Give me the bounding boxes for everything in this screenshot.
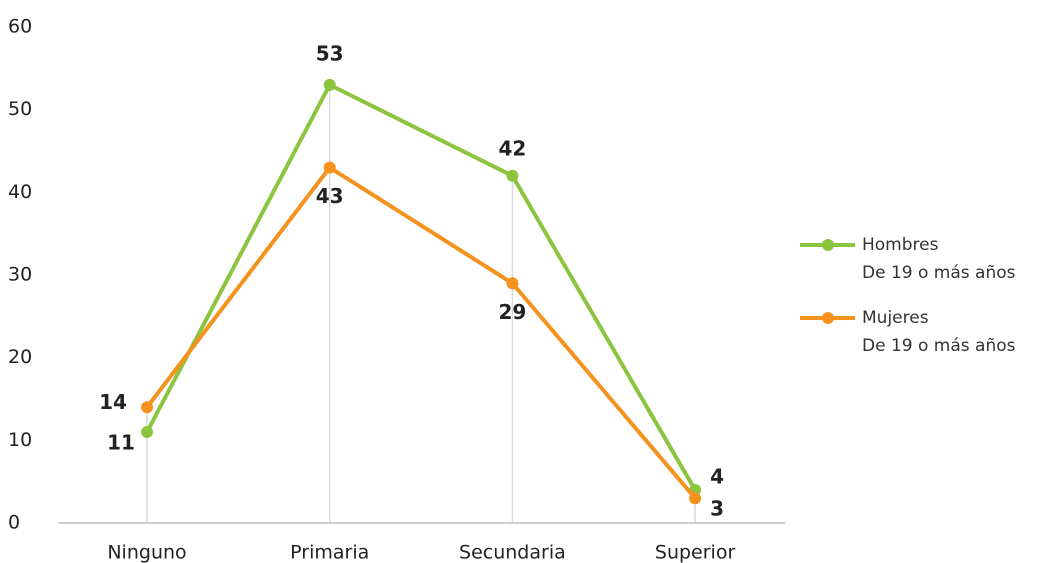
point [323,78,336,91]
legend-label-detail: De 19 o más años [862,336,1016,356]
y-tick-label: 40 [8,181,32,203]
line [145,165,697,500]
point [141,426,153,439]
point [323,161,336,174]
point [506,169,519,182]
x-tick-label: Superior [655,542,736,563]
point [141,401,153,414]
point [689,492,702,505]
y-tick-label: 60 [8,16,32,38]
y-tick-label: 0 [8,512,20,534]
data-label: 29 [498,300,526,324]
y-tick-label: 10 [8,429,32,451]
legend-marker [822,312,834,324]
legend-label: Mujeres [862,308,929,328]
data-label: 42 [498,136,526,160]
data-label: 11 [107,431,135,455]
x-tick-label: Ninguno [107,542,186,563]
x-tick-label: Primaria [290,542,369,563]
data-label: 53 [316,41,344,65]
data-label: 43 [316,184,344,208]
data-label: 3 [710,497,724,521]
data-label: 4 [710,464,724,488]
x-tick-label: Secundaria [459,542,566,563]
legend-marker [822,239,834,251]
line [145,82,697,491]
legend-label: Hombres [862,235,939,255]
point [506,277,519,290]
legend-label-detail: De 19 o más años [862,263,1016,283]
y-tick-label: 30 [8,264,32,286]
y-tick-label: 50 [8,98,32,120]
y-tick-label: 20 [8,346,32,368]
data-label: 14 [99,390,127,414]
